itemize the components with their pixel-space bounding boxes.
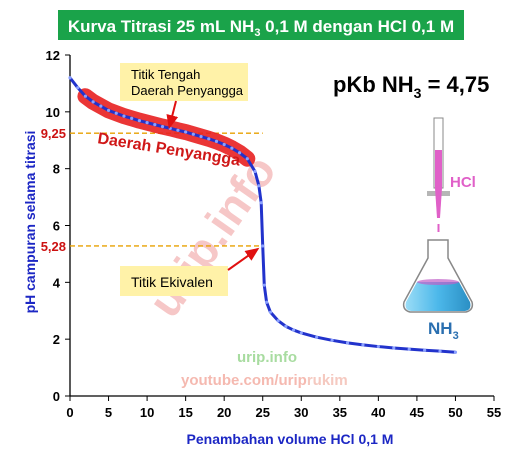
x-tick-label: 45 — [410, 405, 424, 420]
data-point — [268, 310, 273, 314]
data-point — [245, 157, 249, 161]
midpoint-arrow — [166, 100, 179, 130]
data-point — [423, 348, 427, 352]
data-point — [199, 134, 203, 139]
y-tick-label: 6 — [53, 219, 60, 234]
data-point — [259, 201, 263, 205]
x-tick-label: 10 — [140, 405, 154, 420]
y-tick-label: 2 — [53, 332, 60, 347]
x-tick-label: 55 — [487, 405, 501, 420]
data-point — [284, 324, 288, 328]
data-point — [106, 108, 111, 113]
x-axis-label: Penambahan volume HCl 0,1 M — [187, 431, 394, 447]
y-tick-label: 8 — [53, 162, 60, 177]
titration-series — [68, 76, 458, 354]
credit-line-1: urip.info — [237, 349, 297, 366]
credit-line-2: youtube.com/uriprukim — [181, 372, 348, 389]
data-point — [392, 346, 396, 350]
burette-tip — [435, 188, 442, 218]
data-point — [264, 300, 269, 304]
x-tick-label: 50 — [448, 405, 462, 420]
data-point — [153, 123, 157, 127]
data-point — [376, 344, 380, 349]
axes — [69, 55, 494, 397]
data-point — [122, 114, 126, 118]
data-point — [184, 130, 188, 134]
flask-label: NH3 — [428, 319, 459, 342]
equivalence-annotation-text: Titik Ekivalen — [131, 274, 213, 290]
y-tick-label: 10 — [46, 105, 60, 120]
data-point — [83, 94, 88, 98]
data-point — [214, 139, 219, 143]
x-tick-label: 15 — [178, 405, 192, 420]
data-point — [130, 116, 134, 120]
data-point — [68, 76, 72, 80]
data-point — [261, 244, 265, 248]
data-point — [299, 331, 303, 335]
flask-liquid-surface — [417, 279, 459, 285]
data-point — [407, 347, 411, 351]
reference-line-label: 9,25 — [41, 126, 66, 141]
burette-liquid — [435, 150, 442, 188]
x-tick-label: 5 — [105, 405, 112, 420]
titration-apparatus-icon: HCl NH3 — [402, 117, 476, 342]
x-tick-label: 0 — [66, 405, 73, 420]
x-tick-label: 20 — [217, 405, 231, 420]
data-point — [230, 146, 234, 150]
data-point — [91, 100, 95, 104]
data-point — [453, 350, 458, 354]
burette-label: HCl — [450, 174, 476, 191]
data-point — [160, 125, 165, 129]
data-point — [345, 341, 350, 345]
equivalence-annotation: Titik Ekivalen — [120, 247, 260, 296]
reference-lines: 9,25 5,28 — [41, 126, 263, 254]
data-point — [315, 335, 319, 339]
chart-title: Kurva Titrasi 25 mL NH3 0,1 M dengan HCl… — [68, 17, 454, 39]
x-tick-label: 35 — [333, 405, 347, 420]
data-point — [114, 111, 118, 115]
equivalence-annotation-box — [120, 266, 228, 296]
x-tick-label: 30 — [294, 405, 308, 420]
data-point — [438, 349, 442, 353]
flask-liquid — [405, 282, 471, 311]
y-tick-label: 4 — [53, 275, 61, 290]
data-point — [145, 121, 149, 125]
ticks: 0 5 10 15 20 25 30 35 40 45 50 55 0 2 4 6 8 10 12 — [46, 48, 502, 420]
equivalence-arrow — [227, 247, 260, 271]
data-point — [176, 128, 180, 132]
data-point — [207, 137, 211, 141]
y-tick-label: 0 — [53, 389, 60, 404]
x-tick-label: 25 — [255, 405, 269, 420]
y-axis-label: pH campuran selama titrasi — [22, 131, 38, 314]
title-banner — [58, 10, 464, 40]
data-point — [330, 338, 334, 342]
data-point — [99, 104, 103, 108]
data-point — [137, 119, 141, 123]
pkb-label: pKb NH3 = 4,75 — [333, 72, 489, 101]
data-point — [238, 151, 242, 155]
midpoint-annotation-line2: Daerah Penyangga — [131, 83, 244, 98]
data-point — [276, 319, 280, 323]
data-point — [361, 343, 365, 347]
data-point — [257, 184, 261, 188]
data-point — [291, 328, 296, 332]
midpoint-annotation-box — [120, 63, 248, 101]
y-tick-label: 12 — [46, 48, 60, 63]
data-point — [262, 283, 266, 287]
data-point — [253, 169, 257, 174]
data-point — [76, 86, 80, 90]
data-point — [191, 132, 195, 136]
midpoint-annotation: Titik Tengah Daerah Penyangga — [120, 63, 248, 130]
data-point — [222, 142, 226, 147]
x-tick-label: 40 — [371, 405, 385, 420]
midpoint-annotation-line1: Titik Tengah — [131, 67, 200, 82]
reference-line-label: 5,28 — [41, 239, 66, 254]
